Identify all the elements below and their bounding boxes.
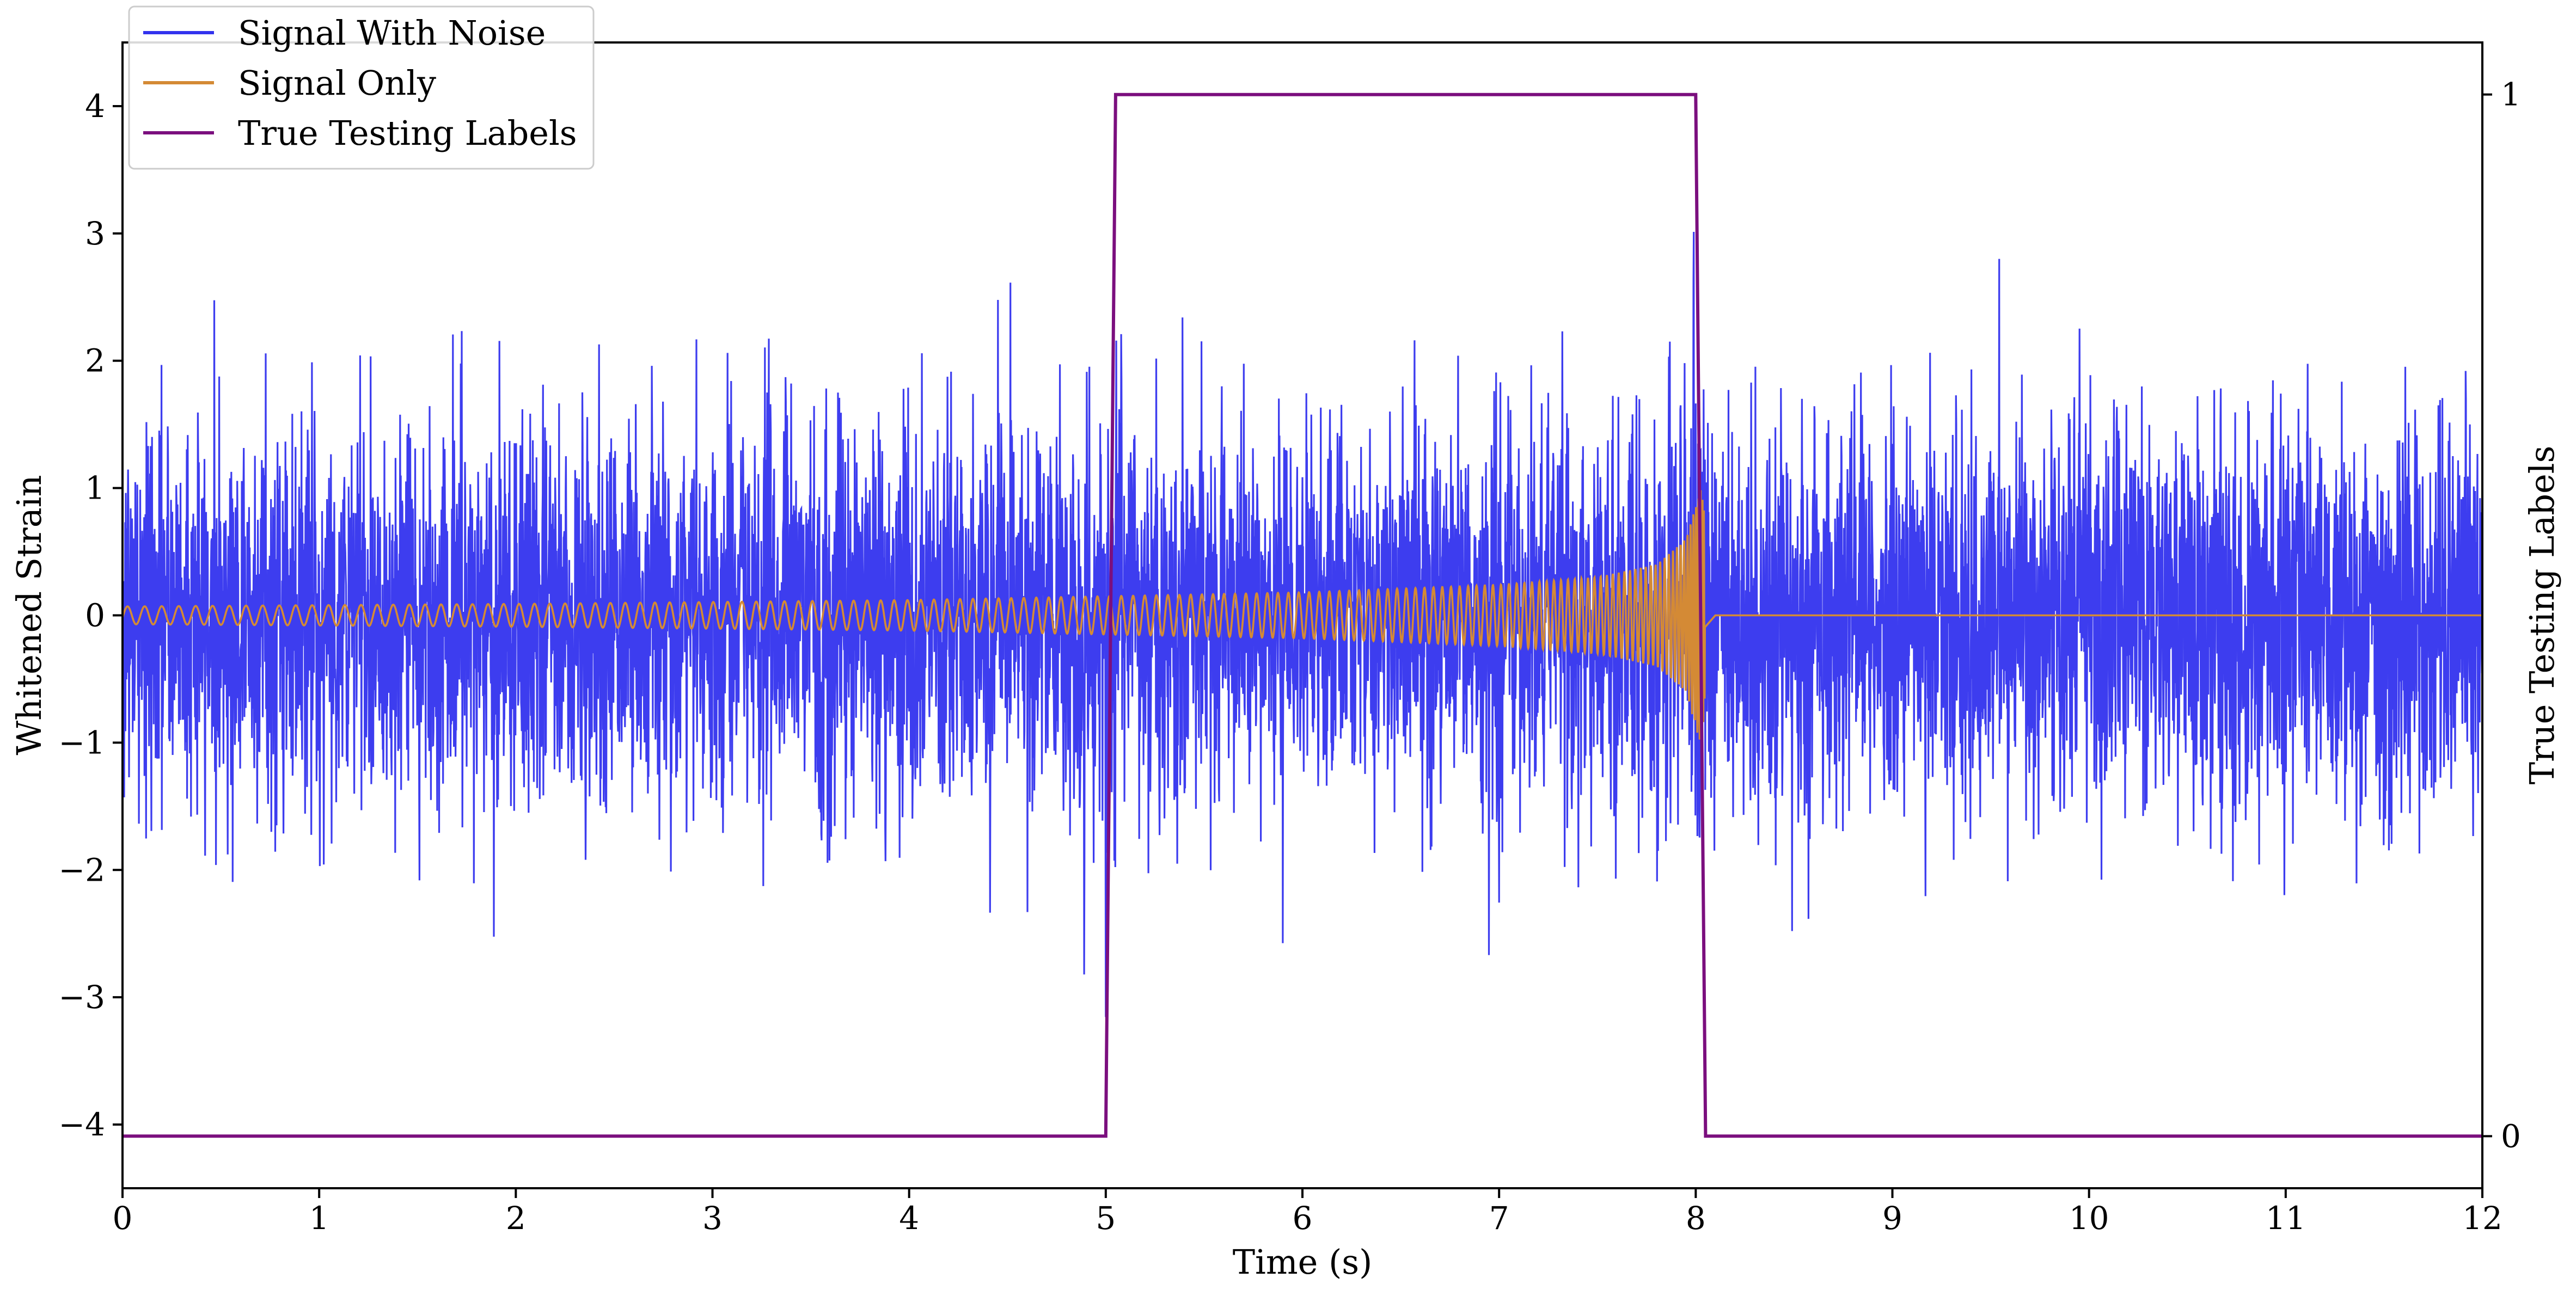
y-axis-left: −4 −3 −2 −1 0 1 2 3 4 [59, 88, 123, 1143]
y-tick-label: −1 [59, 724, 106, 761]
series-signal-only [123, 490, 2482, 745]
x-tick-label: 3 [702, 1200, 723, 1237]
y-right-tick-label: 1 [2501, 76, 2521, 113]
x-tick-label: 7 [1489, 1200, 1509, 1237]
x-tick-label: 1 [309, 1200, 329, 1237]
legend-label: Signal With Noise [238, 13, 546, 53]
legend-label: Signal Only [238, 63, 436, 103]
legend-box [128, 5, 595, 170]
x-tick-label: 10 [2069, 1200, 2109, 1237]
y-tick-label: −4 [59, 1106, 106, 1143]
legend-label: True Testing Labels [238, 113, 577, 153]
x-tick-label: 5 [1096, 1200, 1116, 1237]
x-tick-label: 9 [1882, 1200, 1902, 1237]
y-tick-label: 3 [85, 215, 105, 252]
legend: Signal With Noise Signal Only True Testing… [128, 5, 595, 170]
y-tick-label: 2 [85, 342, 105, 379]
x-tick-label: 11 [2266, 1200, 2306, 1237]
y-tick-label: −3 [59, 979, 106, 1016]
y-tick-label: 4 [85, 88, 105, 125]
y-right-tick-label: 0 [2501, 1117, 2521, 1154]
y-tick-label: −2 [59, 851, 106, 888]
series-signal-with-noise [123, 231, 2482, 1017]
series-true-testing-labels [123, 93, 2482, 1138]
y-axis-title: Whitened Strain [9, 475, 49, 756]
x-tick-label: 8 [1686, 1200, 1706, 1237]
y-axis-right: 01 [2482, 76, 2521, 1154]
x-tick-label: 0 [113, 1200, 133, 1237]
x-tick-label: 2 [506, 1200, 526, 1237]
y-tick-label: 1 [85, 470, 105, 507]
x-axis: 0 1 2 3 4 5 6 7 8 9 10 11 12 [113, 1188, 2502, 1237]
y-tick-label: 0 [85, 597, 105, 634]
x-axis-title: Time (s) [1233, 1242, 1373, 1282]
x-tick-label: 12 [2462, 1200, 2502, 1237]
x-tick-label: 4 [899, 1200, 919, 1237]
y-axis-right-title: True Testing Labels [2522, 446, 2562, 785]
x-tick-label: 6 [1293, 1200, 1313, 1237]
plot-area [123, 93, 2482, 1138]
